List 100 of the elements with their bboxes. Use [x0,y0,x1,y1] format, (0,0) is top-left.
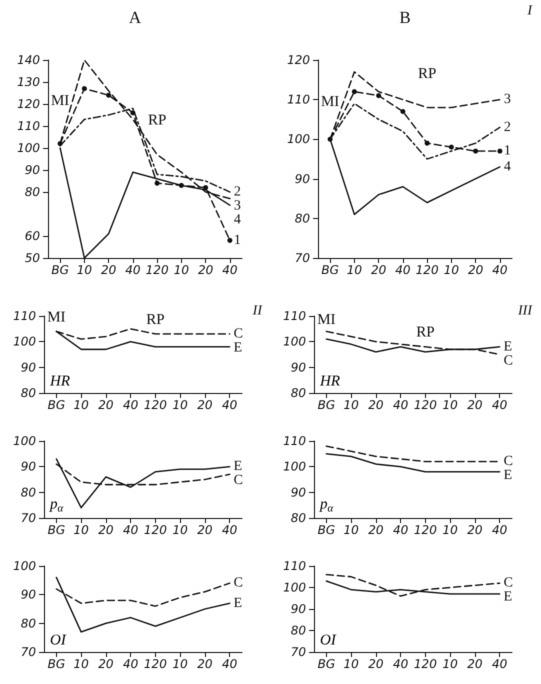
series-label: 3 [504,92,511,108]
y-tick-label: 70 [20,511,36,525]
x-tick-label: 10 [73,398,90,412]
y-tick-label: 130 [17,75,40,89]
y-tick-label: 90 [290,485,306,500]
y-tick-label: 120 [287,53,310,67]
x-tick-label: 20 [370,263,387,277]
x-tick-label: 10 [172,398,188,412]
y-tick-label: 80 [290,624,306,638]
y-tick-label: 70 [290,645,306,659]
y-tick-label: 110 [283,559,306,573]
series-label: 2 [504,120,511,135]
x-tick-label: 20 [197,398,213,412]
y-tick-label: 80 [290,511,306,525]
annotation: MI [317,312,336,328]
series-label: C [234,473,243,488]
x-tick-label: BG [48,657,66,671]
x-tick-label: 40 [392,523,409,537]
x-tick-label: 10 [442,523,458,537]
x-tick-label: 40 [122,398,139,412]
y-tick-label: 90 [20,588,36,602]
text: III [517,304,534,318]
y-tick-label: 80 [20,616,36,630]
y-axis-title: HR [319,374,340,390]
x-tick-label: 120 [144,523,168,537]
x-tick-label: 10 [346,263,362,277]
series-label: 4 [504,159,511,174]
y-tick-label: 100 [17,141,40,155]
x-tick-label: 20 [197,657,213,671]
x-tick-label: 40 [492,657,508,671]
x-tick-label: 40 [392,657,409,671]
y-axis-title: OI [50,632,67,648]
x-tick-label: 120 [414,657,438,671]
y-tick-label: 100 [13,334,36,349]
x-tick-label: 40 [122,657,139,671]
y-tick-label: 90 [294,172,310,186]
chart-title: B [399,8,411,27]
y-tick-label: 100 [283,334,306,349]
x-tick-label: 20 [368,398,384,412]
y-tick-label: 100 [283,460,306,474]
x-tick-label: 10 [444,263,460,277]
x-tick-label: 40 [395,263,411,277]
x-tick-label: 20 [467,657,483,671]
x-tick-label: 20 [98,398,114,412]
y-tick-label: 110 [283,309,306,323]
series-label: C [504,353,513,368]
y-tick-label: 90 [290,360,306,374]
x-tick-label: 120 [416,263,439,277]
y-tick-label: 90 [20,460,36,474]
x-tick-label: 120 [144,657,168,671]
x-tick-label: 20 [468,263,484,277]
x-tick-label: 40 [125,263,141,277]
x-tick-label: 10 [343,398,360,412]
text: I [526,4,534,18]
x-tick-label: BG [318,398,336,412]
series-label: E [504,468,512,484]
y-tick-label: 80 [294,211,310,226]
series-label: E [504,339,512,354]
annotation: MI [320,94,340,110]
x-tick-label: BG [51,263,69,277]
series-label: 1 [234,232,241,248]
y-tick-label: 100 [283,580,306,594]
x-tick-label: 10 [73,523,90,537]
y-tick-label: 60 [24,229,40,243]
y-tick-label: 80 [290,386,306,400]
series-label: E [504,590,512,605]
series-label: C [234,576,243,591]
annotation: RP [146,312,165,328]
x-tick-label: 20 [100,263,117,277]
y-tick-label: 70 [20,645,36,659]
series-label: E [234,596,242,611]
series-label: 1 [504,144,511,159]
x-tick-label: 40 [492,398,508,412]
x-tick-label: 10 [174,263,190,277]
y-tick-label: 100 [13,559,36,573]
x-tick-label: 10 [343,657,360,671]
y-tick-label: 110 [287,92,310,107]
x-tick-label: 40 [222,657,238,671]
y-tick-label: 140 [17,53,40,67]
x-tick-label: 40 [222,263,238,277]
y-tick-label: 80 [24,185,40,199]
series-label: 4 [234,212,241,228]
annotation: MI [47,309,66,326]
series-label: E [234,459,242,474]
y-tick-label: 90 [20,360,36,374]
y-axis-title: HR [49,374,70,390]
series-label: 3 [234,198,241,214]
x-tick-label: 40 [222,398,238,412]
text: II [252,304,264,318]
x-tick-label: BG [321,263,339,277]
y-tick-label: 110 [283,434,306,448]
x-tick-label: 10 [172,523,188,537]
annotation: RP [148,112,166,129]
y-tick-label: 100 [13,434,36,448]
x-tick-label: 20 [368,657,384,671]
x-tick-label: 20 [467,523,483,537]
x-tick-label: 40 [222,523,238,537]
annotation: RP [416,324,435,341]
y-tick-label: 100 [287,132,310,146]
x-tick-label: 10 [442,657,458,671]
